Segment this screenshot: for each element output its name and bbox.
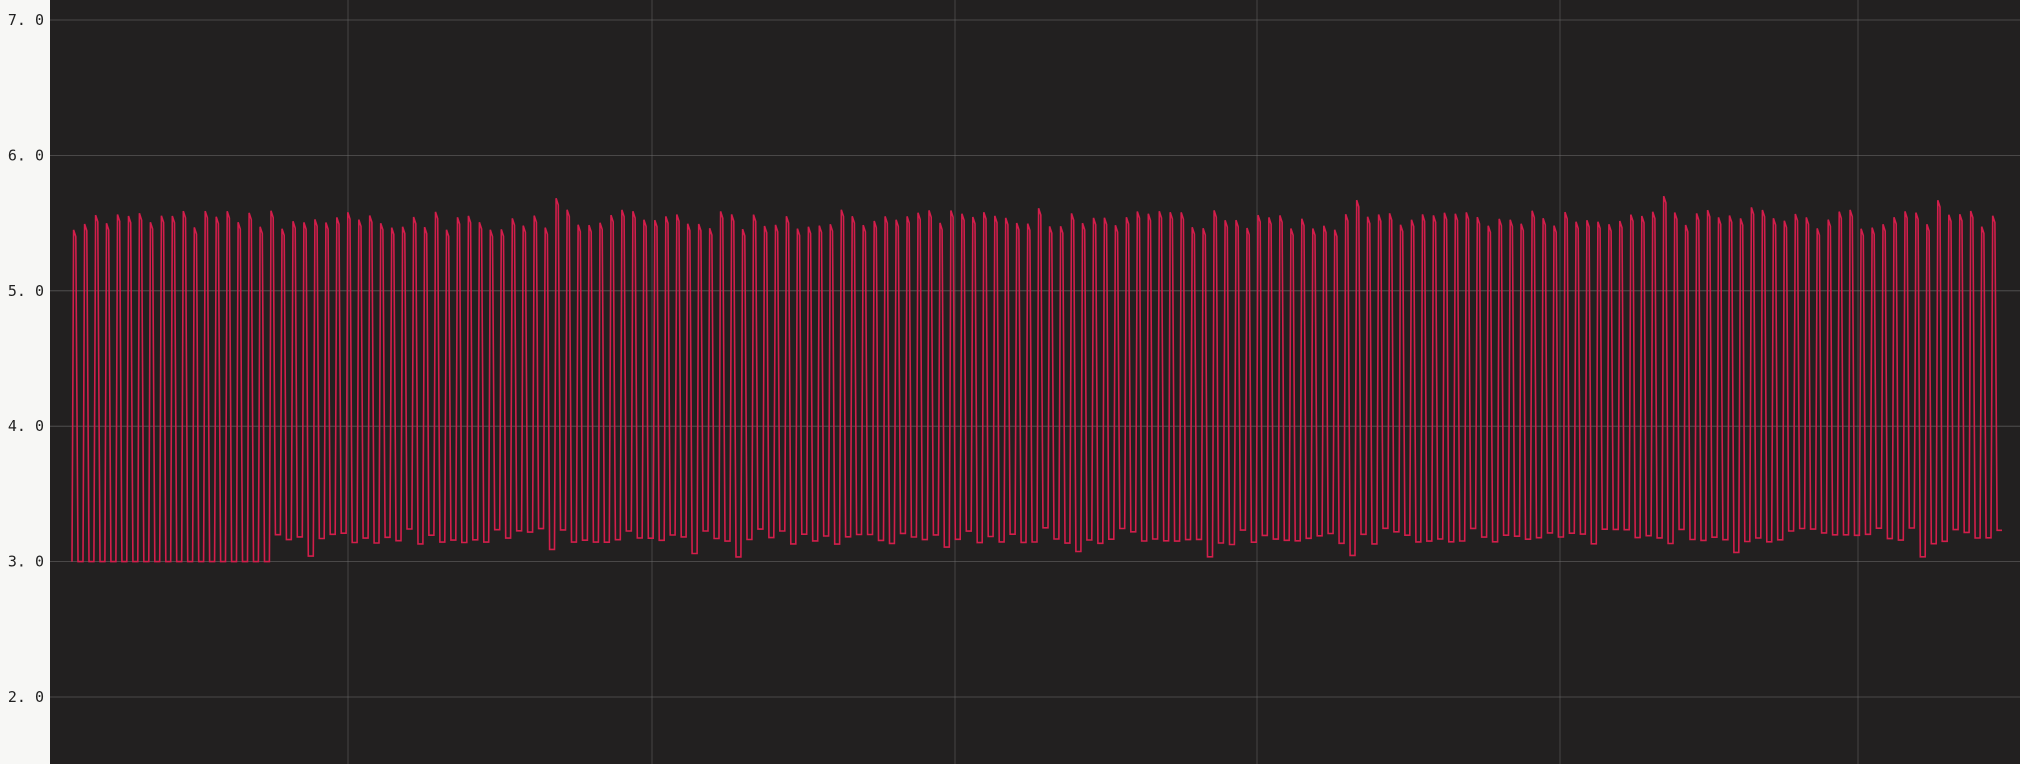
grid: [50, 0, 2020, 764]
series-line: [71, 195, 2002, 563]
y-axis-ticks: 7. 0 6. 0 5. 0 4. 0 3. 0 2. 0: [8, 11, 44, 706]
y-tick-label: 6. 0: [8, 146, 44, 164]
y-tick-label: 5. 0: [8, 282, 44, 300]
y-tick-label: 3. 0: [8, 553, 44, 571]
series-waveform: [71, 195, 2002, 563]
plot-background: [50, 0, 2020, 764]
y-tick-label: 2. 0: [8, 688, 44, 706]
y-tick-label: 4. 0: [8, 417, 44, 435]
plot-area: [50, 0, 2020, 764]
y-tick-label: 7. 0: [8, 11, 44, 29]
